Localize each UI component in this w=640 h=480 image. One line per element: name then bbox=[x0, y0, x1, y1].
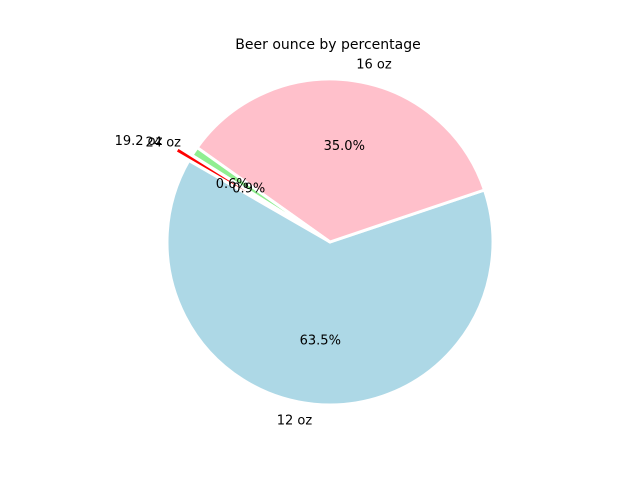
slice-percent-12-oz: 63.5% bbox=[300, 333, 341, 348]
slice-percent-19-2-oz: 0.6% bbox=[216, 177, 249, 192]
slice-label-12-oz: 12 oz bbox=[277, 413, 313, 428]
slice-percent-16-oz: 35.0% bbox=[324, 139, 365, 154]
pie-slice-12-oz bbox=[165, 159, 495, 407]
slice-percent-24-oz: 0.9% bbox=[232, 182, 265, 197]
pie-labels: 12 oz 63.5% 16 oz 35.0% 24 oz 0.9% 19.2 oz 0.6% bbox=[115, 58, 392, 429]
chart-title: Beer ounce by percentage bbox=[235, 37, 420, 53]
slice-label-19-2-oz: 19.2 oz bbox=[115, 134, 163, 149]
slice-label-16-oz: 16 oz bbox=[356, 58, 392, 73]
pie-slices bbox=[165, 77, 495, 407]
pie-slice-19-2-oz bbox=[173, 145, 318, 236]
pie-slice-16-oz bbox=[195, 77, 486, 244]
slice-label-24-oz: 24 oz bbox=[146, 135, 182, 150]
